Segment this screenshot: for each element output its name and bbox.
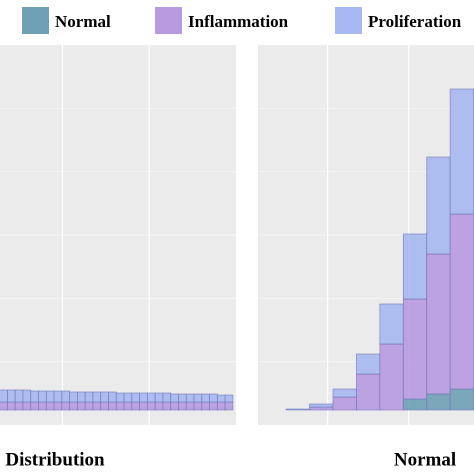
- bar: [449, 213, 474, 390]
- bar: [309, 403, 334, 408]
- panel-title: Normal: [394, 449, 456, 470]
- bar: [216, 394, 226, 403]
- bar: [209, 393, 218, 403]
- bar: [22, 401, 32, 411]
- bar: [139, 401, 148, 411]
- bar: [285, 408, 310, 411]
- bar: [178, 393, 187, 403]
- bar: [22, 389, 32, 403]
- bar: [426, 156, 451, 255]
- bar: [193, 393, 203, 403]
- bar: [7, 401, 16, 411]
- bar: [131, 392, 140, 403]
- bar: [402, 298, 428, 400]
- legend-swatch: [335, 7, 362, 34]
- bar: [100, 401, 109, 411]
- bar: [379, 343, 404, 411]
- bar: [45, 390, 55, 403]
- bar: [356, 353, 381, 375]
- bar: [77, 391, 86, 403]
- bar: [61, 390, 71, 403]
- bar: [154, 392, 164, 403]
- bar: [224, 394, 234, 403]
- bar: [170, 393, 179, 403]
- bar: [7, 389, 16, 403]
- bar: [162, 401, 172, 411]
- bar: [115, 392, 125, 403]
- panel-title: Distribution: [5, 449, 105, 470]
- bar: [449, 88, 474, 215]
- bar: [309, 406, 334, 411]
- bar: [61, 401, 71, 411]
- bar: [45, 401, 55, 411]
- legend-swatch: [22, 7, 49, 34]
- bar: [92, 401, 102, 411]
- bar: [0, 389, 8, 403]
- bar: [170, 401, 179, 411]
- bar: [201, 393, 210, 403]
- bar: [84, 391, 94, 403]
- bar: [426, 393, 451, 411]
- bar: [209, 401, 218, 411]
- bar: [123, 392, 133, 403]
- bar: [185, 393, 195, 403]
- bar: [139, 392, 148, 403]
- bar: [92, 391, 102, 403]
- bar: [38, 390, 47, 403]
- bar: [216, 401, 226, 411]
- bar: [30, 390, 39, 403]
- bar: [14, 389, 24, 403]
- bar: [131, 401, 140, 411]
- bar: [108, 401, 117, 411]
- bar: [123, 401, 133, 411]
- bar: [84, 401, 94, 411]
- legend-label: Normal: [55, 12, 111, 31]
- bar: [356, 373, 381, 411]
- bar: [115, 401, 125, 411]
- bar: [154, 401, 164, 411]
- bar: [69, 401, 78, 411]
- bar: [38, 401, 47, 411]
- bar: [426, 253, 451, 395]
- bar: [178, 401, 187, 411]
- bar: [193, 401, 203, 411]
- bar: [146, 401, 156, 411]
- bar: [100, 391, 109, 403]
- bar: [224, 401, 234, 411]
- bar: [332, 388, 357, 398]
- bar: [14, 401, 24, 411]
- bar: [146, 392, 156, 403]
- bar: [0, 401, 8, 411]
- bar: [53, 401, 63, 411]
- bar: [77, 401, 86, 411]
- bar: [185, 401, 195, 411]
- legend-swatch: [155, 7, 182, 34]
- bar: [69, 391, 78, 403]
- bar: [162, 392, 172, 403]
- bar: [402, 398, 428, 411]
- legend-label: Inflammation: [188, 12, 289, 31]
- bar: [402, 233, 428, 300]
- bar: [201, 401, 210, 411]
- bar: [108, 391, 117, 403]
- legend-label: Proliferation: [368, 12, 462, 31]
- bar: [30, 401, 39, 411]
- bar: [53, 390, 63, 403]
- legend: Normal Inflammation Proliferation: [22, 7, 462, 34]
- bar: [449, 388, 474, 411]
- bar: [379, 303, 404, 345]
- bar: [332, 396, 357, 411]
